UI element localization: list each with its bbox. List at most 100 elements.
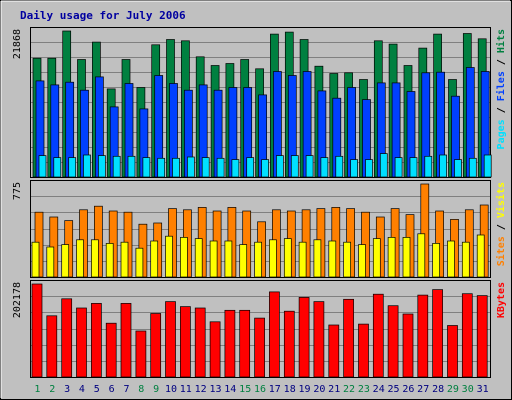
kbytes-bar-kbytes (254, 317, 265, 378)
kbytes-bar-kbytes (105, 322, 117, 378)
kbytes-bar-kbytes (91, 303, 102, 378)
visits-bar-sites (91, 239, 99, 278)
hits-bar-pages (231, 159, 240, 178)
legend-entry: KBytes (496, 282, 507, 318)
kbytes-bar-kbytes (209, 321, 221, 378)
hits-bar-pages (424, 155, 433, 178)
x-tick-label: 27 (417, 384, 429, 395)
x-tick-label: 3 (64, 384, 70, 395)
hits-bar-pages (350, 159, 358, 178)
x-tick-label: 6 (109, 384, 115, 395)
visits-bar-sites (343, 241, 351, 278)
visits-bar-sites (239, 244, 248, 278)
kbytes-bar-kbytes (328, 324, 340, 378)
panel-visits: 775 Sites / Visits (12, 180, 507, 278)
kbytes-bar-kbytes (313, 301, 325, 378)
x-tick-label: 30 (462, 384, 474, 395)
hits-legend: Pages / Files / Hits (495, 29, 507, 149)
kbytes-ytick-label: 202178 (12, 282, 23, 318)
hits-bar-pages (172, 157, 180, 178)
hits-bar-pages (187, 156, 195, 178)
kbytes-bar-kbytes (135, 330, 147, 378)
kbytes-bar-kbytes (417, 294, 429, 378)
legend-entry: Visits (495, 182, 507, 218)
visits-bar-sites (180, 237, 188, 278)
kbytes-bar-kbytes (165, 301, 176, 378)
visits-bar-sites (135, 247, 144, 278)
hits-bar-pages (409, 157, 418, 178)
chart-panels: 21868 Pages / Files / Hits 775 Sites / Visi… (12, 27, 507, 378)
legend-entry: / (496, 53, 507, 71)
visits-bar-sites (61, 244, 70, 278)
x-axis-labels: 1 2 3 4 5 6 7 8 9 10 11 12 13 14 15 16 17 18 19 20 21 22 23 24 2… (34, 384, 488, 395)
kbytes-bar-kbytes (224, 309, 236, 378)
x-tick-label: 9 (153, 384, 159, 395)
kbytes-bar-kbytes (283, 310, 295, 378)
visits-bar-sites (298, 241, 307, 278)
x-tick-label: 11 (180, 384, 192, 395)
hits-bar-pages (483, 154, 492, 178)
hits-bar-pages (365, 159, 373, 178)
kbytes-bar-kbytes (239, 309, 251, 378)
visits-bar-sites (313, 239, 322, 278)
x-tick-label: 21 (328, 384, 340, 395)
hits-bar-pages (98, 155, 106, 178)
kbytes-legend: KBytes (496, 282, 507, 318)
kbytes-bar-kbytes (120, 303, 132, 378)
legend-entry: Hits (495, 29, 507, 53)
kbytes-bar-kbytes (476, 295, 488, 378)
hits-bar-pages (83, 154, 91, 178)
hits-bar-pages (127, 155, 136, 178)
visits-bar-sites (46, 246, 55, 278)
visits-bar-sites (105, 243, 114, 278)
hits-bar-pages (38, 155, 47, 178)
x-tick-label: 24 (373, 384, 385, 395)
hits-bar-pages (335, 155, 344, 178)
x-tick-label: 22 (343, 384, 355, 395)
x-tick-label: 18 (284, 384, 296, 395)
hits-bar-pages (68, 157, 77, 178)
visits-bar-sites (31, 241, 40, 278)
hits-bar-pages (290, 155, 299, 178)
x-tick-label: 17 (269, 384, 281, 395)
kbytes-bar-kbytes (46, 315, 58, 378)
hits-bar-pages (305, 155, 314, 178)
visits-bar-sites (165, 235, 173, 278)
x-tick-label: 25 (387, 384, 399, 395)
visits-bar-sites (254, 241, 262, 278)
visits-bar-sites (283, 238, 292, 278)
x-tick-label: 31 (477, 384, 489, 395)
visits-bar-sites (476, 234, 485, 278)
x-tick-label: 12 (195, 384, 207, 395)
hits-bar-pages (379, 153, 388, 178)
x-tick-label: 28 (432, 384, 444, 395)
x-tick-label: 8 (138, 384, 144, 395)
x-tick-label: 7 (123, 384, 129, 395)
hits-bar-pages (142, 157, 151, 178)
kbytes-bar-kbytes (269, 291, 280, 378)
kbytes-bar-kbytes (432, 289, 443, 378)
x-tick-label: 16 (254, 384, 266, 395)
hits-bar-pages (112, 155, 121, 178)
visits-bar-sites (372, 238, 381, 278)
legend-entry: Pages (496, 119, 507, 149)
x-tick-label: 13 (209, 384, 221, 395)
visits-bar-sites (461, 241, 470, 278)
x-tick-label: 14 (224, 384, 236, 395)
hits-bar-pages (246, 157, 255, 178)
x-tick-label: 29 (447, 384, 459, 395)
x-tick-label: 10 (165, 384, 177, 395)
hits-bar-pages (201, 157, 210, 178)
hits-bar-pages (439, 154, 447, 178)
x-tick-label: 5 (94, 384, 100, 395)
legend-entry: / (496, 101, 507, 119)
legend-entry: / (496, 218, 507, 236)
visits-bar-sites (269, 239, 277, 278)
visits-bar-sites (402, 237, 411, 278)
kbytes-bar-kbytes (61, 298, 73, 378)
visits-bar-sites (150, 240, 159, 278)
visits-ytick-label: 775 (12, 182, 23, 200)
kbytes-bar-kbytes (402, 313, 414, 378)
hits-bar-pages (276, 155, 284, 178)
